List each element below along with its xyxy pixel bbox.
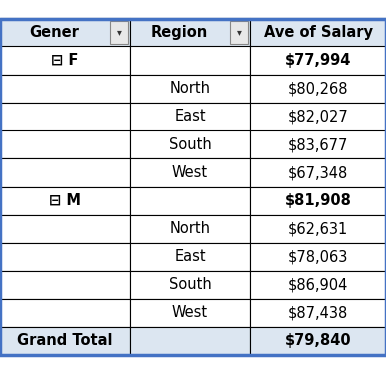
Text: East: East (174, 249, 206, 264)
Text: $82,027: $82,027 (288, 109, 349, 124)
Bar (0, 103, 130, 131)
Bar (0, 75, 130, 103)
Text: East: East (174, 109, 206, 124)
Text: $77,994: $77,994 (285, 53, 351, 68)
Bar (130, 270, 250, 298)
Bar (250, 186, 386, 214)
Text: ⊟ F: ⊟ F (51, 53, 79, 68)
Bar (130, 19, 250, 47)
Bar (250, 242, 386, 270)
Text: West: West (172, 165, 208, 180)
Bar (230, 22, 248, 44)
Bar (0, 19, 130, 47)
Bar (130, 75, 250, 103)
Text: Region: Region (151, 25, 208, 40)
Bar (250, 159, 386, 186)
Bar (0, 326, 130, 354)
Text: Gener: Gener (29, 25, 79, 40)
Text: $79,840: $79,840 (285, 333, 351, 348)
Text: $87,438: $87,438 (288, 305, 348, 320)
Bar (250, 75, 386, 103)
Text: North: North (169, 81, 210, 96)
Text: $81,908: $81,908 (284, 193, 351, 208)
Bar (250, 19, 386, 47)
Bar (130, 326, 250, 354)
Bar (130, 186, 250, 214)
Bar (0, 159, 130, 186)
Text: ⊟ M: ⊟ M (49, 193, 81, 208)
Bar (0, 186, 130, 214)
Bar (250, 47, 386, 75)
Text: $67,348: $67,348 (288, 165, 348, 180)
Text: South: South (169, 137, 212, 152)
Bar (130, 214, 250, 242)
Bar (250, 214, 386, 242)
Text: West: West (172, 305, 208, 320)
Bar (130, 131, 250, 159)
Text: $80,268: $80,268 (288, 81, 348, 96)
Text: $78,063: $78,063 (288, 249, 348, 264)
Text: Grand Total: Grand Total (17, 333, 113, 348)
Bar (0, 270, 130, 298)
Bar (130, 47, 250, 75)
Text: Ave of Salary: Ave of Salary (264, 25, 372, 40)
Text: $86,904: $86,904 (288, 277, 348, 292)
Bar (110, 22, 128, 44)
Text: ▾: ▾ (117, 28, 122, 38)
Bar (130, 103, 250, 131)
Bar (250, 326, 386, 354)
Bar (0, 242, 130, 270)
Bar (130, 298, 250, 326)
Bar (250, 103, 386, 131)
Text: ▾: ▾ (237, 28, 241, 38)
Bar (0, 47, 130, 75)
Bar (130, 159, 250, 186)
Bar (0, 298, 130, 326)
Bar (250, 270, 386, 298)
Text: $62,631: $62,631 (288, 221, 348, 236)
Bar (130, 242, 250, 270)
Text: South: South (169, 277, 212, 292)
Text: North: North (169, 221, 210, 236)
Bar (0, 214, 130, 242)
Text: $83,677: $83,677 (288, 137, 348, 152)
Bar (250, 131, 386, 159)
Bar (0, 131, 130, 159)
Bar (250, 298, 386, 326)
